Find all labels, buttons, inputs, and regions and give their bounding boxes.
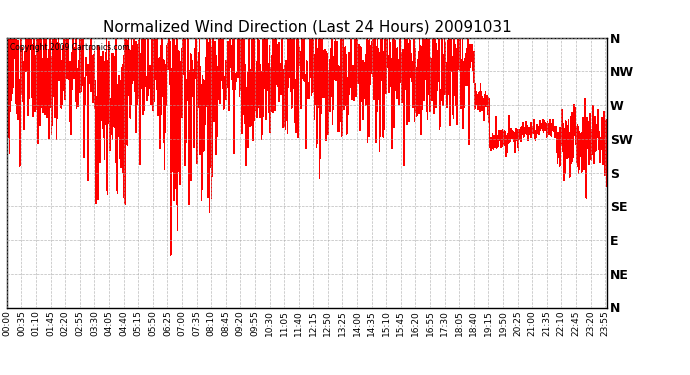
Text: Copyright 2009 Cartronics.com: Copyright 2009 Cartronics.com bbox=[10, 43, 130, 52]
Title: Normalized Wind Direction (Last 24 Hours) 20091031: Normalized Wind Direction (Last 24 Hours… bbox=[103, 20, 511, 35]
